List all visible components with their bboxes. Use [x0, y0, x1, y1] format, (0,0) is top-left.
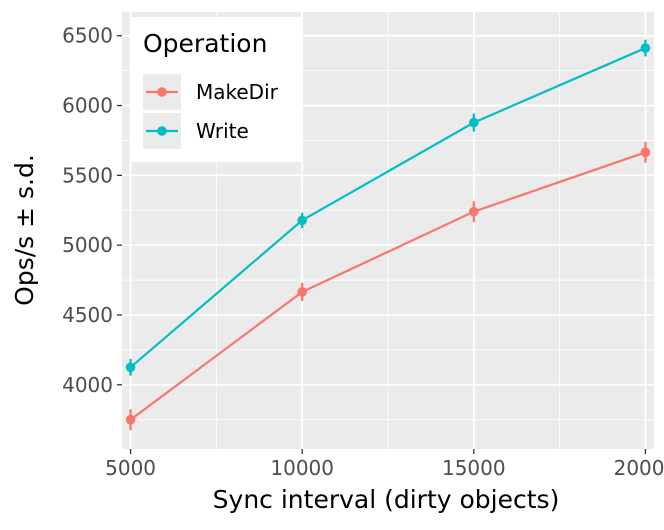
series-layer [125, 39, 651, 431]
x-tick-label: 10000 [270, 456, 334, 480]
y-tick-label: 5000 [62, 233, 113, 257]
y-tick-label: 4000 [62, 373, 113, 397]
y-tick-label: 6000 [62, 94, 113, 118]
legend-label-makedir: MakeDir [196, 80, 279, 104]
series-line-write [129, 47, 646, 369]
y-tick-label: 5500 [62, 163, 113, 187]
x-tick-label: 5000 [105, 456, 156, 480]
data-point-makedir [640, 147, 651, 158]
legend-title: Operation [143, 29, 267, 58]
data-point-write [297, 215, 307, 226]
data-point-makedir [297, 287, 307, 297]
y-tick-label: 4500 [62, 303, 113, 327]
legend-key-point-write [157, 126, 167, 136]
data-point-write [125, 362, 136, 373]
y-tick-label: 6500 [62, 24, 113, 48]
y-axis: 4000 4500 5000 5500 6000 6500 [62, 24, 122, 397]
data-point-write [640, 43, 651, 53]
legend-label-write: Write [196, 119, 249, 143]
y-axis-title: Ops/s ± s.d. [10, 154, 39, 306]
series-line-makedir [129, 151, 646, 421]
data-point-makedir [125, 414, 136, 425]
legend: Operation MakeDir Write [130, 17, 302, 162]
data-point-write [469, 117, 479, 128]
x-tick-label: 15000 [442, 456, 506, 480]
legend-key-point-makedir [157, 87, 167, 97]
x-axis: 5000 10000 15000 20000 [105, 449, 664, 480]
data-point-makedir [469, 206, 479, 217]
x-axis-title: Sync interval (dirty objects) [213, 485, 560, 514]
x-tick-label: 20000 [614, 456, 664, 480]
